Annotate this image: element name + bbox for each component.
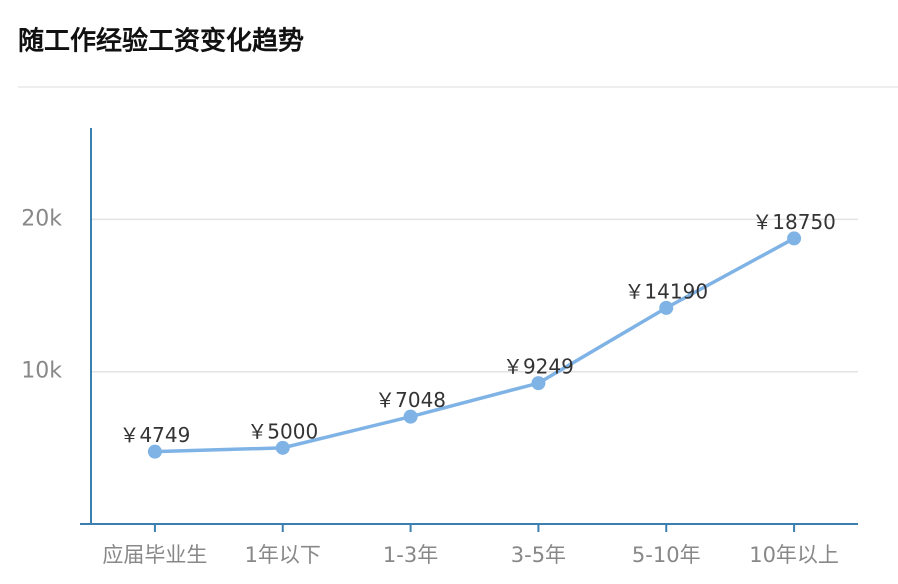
x-tick-label: 3-5年 [511, 543, 566, 567]
point [787, 231, 802, 246]
data-label: ￥14190 [624, 279, 708, 303]
point [659, 300, 674, 315]
data-label: ￥18750 [752, 210, 836, 234]
point [147, 444, 162, 459]
x-tick-label: 1-3年 [383, 543, 438, 567]
y-tick-label: 10k [21, 359, 62, 384]
y-tick-label: 20k [21, 206, 62, 231]
point [531, 376, 546, 391]
x-tick-label: 10年以上 [749, 543, 839, 567]
x-tick-label: 1年以下 [245, 543, 321, 567]
line [154, 236, 795, 454]
data-label: ￥7048 [375, 388, 446, 412]
x-tick-label: 5-10年 [632, 543, 701, 567]
x-tick-label: 应届毕业生 [102, 543, 207, 567]
point [403, 409, 418, 424]
data-label: ￥5000 [247, 419, 318, 443]
point [275, 440, 290, 455]
data-label: ￥4749 [119, 423, 190, 447]
chart-title: 随工作经验工资变化趋势 [18, 26, 304, 57]
data-label: ￥9249 [503, 355, 574, 379]
